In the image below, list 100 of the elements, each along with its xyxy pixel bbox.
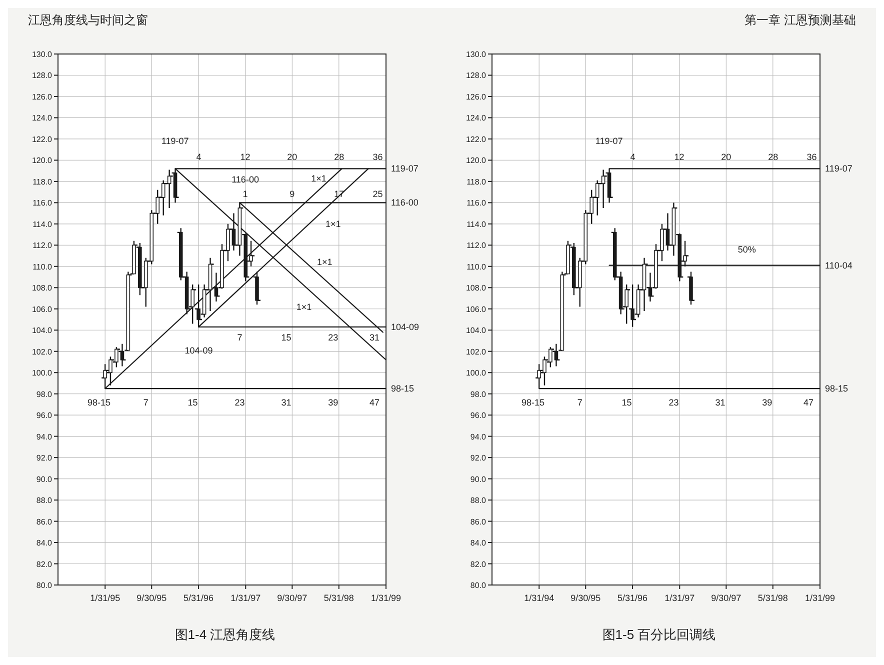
annotation: 39: [762, 397, 772, 408]
y-tick-label: 84.0: [470, 538, 487, 548]
y-tick-label: 126.0: [466, 92, 487, 102]
annotation: 39: [328, 397, 338, 408]
annotation: 1×1: [311, 173, 326, 184]
y-tick-label: 90.0: [470, 474, 487, 484]
y-tick-label: 122.0: [32, 134, 53, 144]
y-tick-label: 82.0: [470, 560, 487, 569]
y-tick-label: 128.0: [466, 71, 487, 80]
x-tick-label: 9/30/95: [136, 593, 167, 603]
x-tick-label: 9/30/97: [277, 593, 308, 603]
annotation: 31: [370, 332, 380, 343]
series-label: 104-09: [391, 322, 420, 332]
x-tick-label: 9/30/95: [570, 593, 601, 603]
y-tick-label: 90.0: [36, 474, 53, 484]
y-tick-label: 108.0: [32, 284, 53, 293]
y-tick-label: 114.0: [466, 220, 487, 229]
annotation: 23: [328, 332, 338, 343]
y-tick-label: 118.0: [32, 177, 53, 186]
annotation: 31: [715, 397, 726, 408]
series-label: 98-15: [391, 384, 414, 394]
y-tick-label: 128.0: [32, 71, 53, 80]
series-label: 119-07: [825, 164, 852, 174]
y-tick-label: 130.0: [466, 50, 487, 59]
annotation: 4: [630, 152, 636, 162]
y-tick-label: 118.0: [466, 177, 487, 186]
y-tick-label: 100.0: [32, 368, 53, 378]
text: 图1-4 江恩角度线: [174, 627, 276, 642]
x-tick-label: 1/31/95: [90, 593, 120, 603]
x-tick-label: 5/31/98: [324, 593, 354, 603]
annotation: 119-07: [595, 136, 623, 146]
y-tick-label: 82.0: [36, 560, 53, 569]
series-label: 110-04: [825, 260, 852, 270]
y-tick-label: 116.0: [466, 198, 487, 208]
x-tick-label: 5/31/98: [758, 593, 788, 603]
y-tick-label: 98.0: [36, 390, 53, 399]
annotation: 20: [287, 152, 298, 162]
x-tick-label: 1/31/94: [524, 593, 554, 603]
y-tick-label: 110.0: [466, 262, 487, 272]
annotation: 23: [234, 397, 245, 408]
annotation: 36: [806, 152, 817, 162]
annotation: 1×1: [296, 302, 312, 312]
y-tick-label: 112.0: [466, 241, 487, 250]
x-tick-label: 1/31/97: [664, 593, 695, 603]
x-tick-label: 5/31/96: [618, 593, 648, 603]
y-tick-label: 80.0: [470, 581, 487, 590]
annotation: 15: [622, 397, 632, 408]
y-tick-label: 96.0: [36, 411, 53, 420]
y-tick-label: 114.0: [32, 220, 53, 229]
y-tick-label: 122.0: [466, 134, 487, 144]
y-tick-label: 104.0: [466, 326, 487, 336]
y-tick-label: 88.0: [470, 496, 487, 506]
y-tick-label: 108.0: [466, 284, 487, 293]
y-tick-label: 130.0: [32, 50, 53, 59]
x-tick-label: 1/31/99: [370, 593, 402, 603]
annotation: 47: [804, 397, 814, 408]
y-tick-label: 92.0: [470, 454, 487, 463]
annotation: 104-09: [184, 345, 213, 356]
annotation: 12: [240, 152, 250, 162]
y-tick-label: 94.0: [470, 432, 487, 442]
annotation: 28: [334, 152, 344, 162]
y-tick-label: 86.0: [36, 517, 53, 526]
annotation: 36: [372, 152, 383, 162]
y-tick-label: 102.0: [466, 347, 487, 356]
y-tick-label: 94.0: [36, 432, 53, 442]
y-tick-label: 106.0: [32, 304, 53, 314]
annotation: 31: [281, 397, 292, 408]
annotation: 119-07: [161, 136, 189, 146]
annotation: 23: [668, 397, 679, 408]
y-tick-label: 100.0: [466, 368, 487, 378]
x-tick-label: 5/31/96: [184, 593, 214, 603]
annotation: 50%: [738, 244, 756, 254]
series-label: 98-15: [825, 384, 848, 394]
y-tick-label: 112.0: [32, 241, 53, 250]
y-tick-label: 96.0: [470, 411, 487, 420]
y-tick-label: 120.0: [32, 156, 53, 166]
text: 图1-5 百分比回调线: [602, 627, 716, 642]
x-tick-label: 1/31/99: [804, 593, 836, 603]
text: 江恩角度线与时间之窗: [28, 13, 148, 27]
y-tick-label: 110.0: [32, 262, 53, 272]
y-tick-label: 86.0: [470, 517, 487, 526]
annotation: 98-15: [521, 397, 545, 408]
y-tick-label: 124.0: [32, 114, 53, 123]
annotation: 12: [674, 152, 684, 162]
y-tick-label: 84.0: [36, 538, 53, 548]
x-tick-label: 9/30/97: [711, 593, 742, 603]
y-tick-label: 124.0: [466, 114, 487, 123]
annotation: 20: [721, 152, 732, 162]
annotation: 25: [372, 189, 383, 200]
y-tick-label: 102.0: [32, 347, 53, 356]
y-tick-label: 126.0: [32, 92, 53, 102]
annotation: 7: [577, 397, 582, 408]
series-label: 119-07: [391, 164, 418, 174]
series-label: 116-00: [391, 198, 418, 208]
y-tick-label: 88.0: [36, 496, 53, 506]
y-tick-label: 98.0: [470, 390, 487, 399]
annotation: 9: [290, 189, 295, 200]
x-tick-label: 1/31/97: [230, 593, 261, 603]
y-tick-label: 80.0: [36, 581, 53, 590]
annotation: 116-00: [232, 174, 259, 184]
